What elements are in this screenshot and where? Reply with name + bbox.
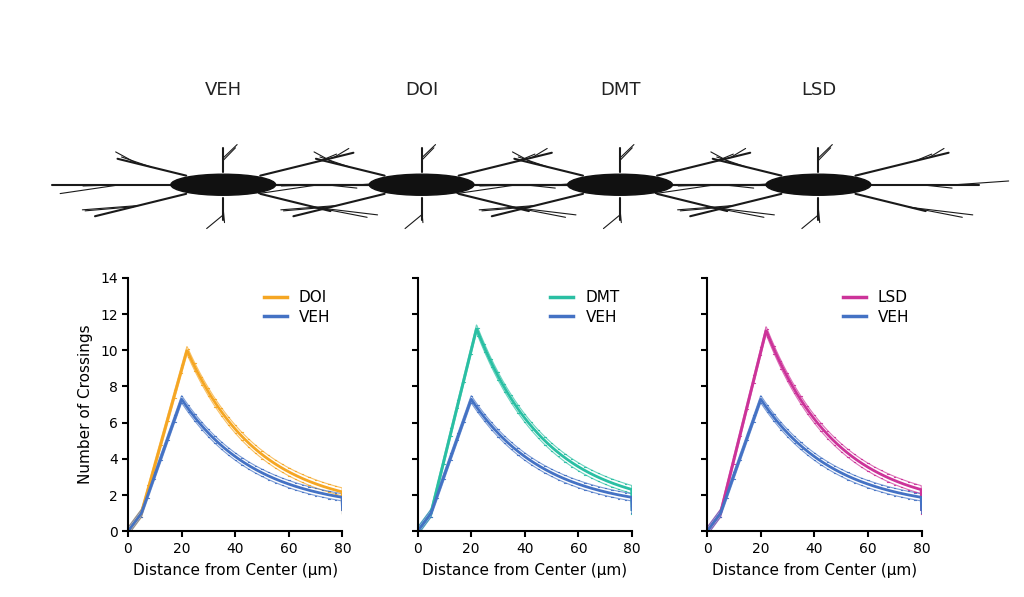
DOI bbox=[122, 528, 134, 535]
DOI bbox=[239, 435, 251, 442]
DOI bbox=[332, 487, 344, 494]
DMT bbox=[470, 325, 482, 333]
VEH bbox=[910, 493, 923, 500]
DOI bbox=[250, 446, 262, 453]
VEH bbox=[817, 459, 829, 466]
Ellipse shape bbox=[171, 174, 275, 195]
Text: LSD: LSD bbox=[801, 81, 836, 99]
VEH bbox=[175, 396, 187, 403]
DMT bbox=[528, 426, 541, 433]
VEH bbox=[224, 450, 237, 457]
LSD bbox=[803, 409, 815, 416]
Ellipse shape bbox=[370, 174, 474, 195]
Text: DOI: DOI bbox=[406, 81, 438, 99]
VEH bbox=[701, 528, 714, 535]
DOI bbox=[181, 347, 194, 354]
DMT bbox=[588, 472, 600, 479]
VEH bbox=[755, 396, 767, 403]
VEH bbox=[332, 493, 344, 500]
VEH bbox=[803, 450, 815, 457]
VEH bbox=[122, 528, 134, 535]
VEH bbox=[878, 485, 890, 493]
Y-axis label: Number of Crossings: Number of Crossings bbox=[78, 325, 93, 484]
DMT bbox=[515, 410, 527, 417]
LSD bbox=[878, 472, 890, 479]
Line: VEH: VEH bbox=[128, 399, 342, 531]
Text: VEH: VEH bbox=[205, 81, 242, 99]
Line: VEH: VEH bbox=[708, 399, 922, 531]
DMT bbox=[626, 506, 638, 513]
Text: DMT: DMT bbox=[600, 81, 640, 99]
Line: VEH: VEH bbox=[418, 399, 632, 531]
VEH bbox=[528, 459, 541, 466]
VEH bbox=[514, 450, 526, 457]
VEH bbox=[336, 506, 348, 513]
VEH bbox=[515, 450, 527, 457]
Line: LSD: LSD bbox=[708, 331, 922, 531]
DOI bbox=[336, 506, 348, 513]
VEH bbox=[250, 466, 262, 473]
VEH bbox=[412, 528, 424, 535]
VEH bbox=[588, 485, 600, 493]
VEH bbox=[829, 466, 842, 473]
LSD bbox=[805, 411, 817, 418]
VEH bbox=[626, 506, 638, 513]
VEH bbox=[805, 450, 817, 457]
DOI bbox=[298, 476, 310, 483]
X-axis label: Distance from Center (μm): Distance from Center (μm) bbox=[133, 563, 338, 578]
X-axis label: Distance from Center (μm): Distance from Center (μm) bbox=[422, 563, 628, 578]
VEH bbox=[915, 506, 928, 513]
LSD bbox=[760, 327, 772, 334]
LSD bbox=[915, 506, 928, 513]
X-axis label: Distance from Center (μm): Distance from Center (μm) bbox=[712, 563, 916, 578]
DMT bbox=[622, 485, 634, 492]
VEH bbox=[298, 485, 310, 493]
Legend: DOI, VEH: DOI, VEH bbox=[259, 285, 335, 329]
LSD bbox=[817, 427, 829, 434]
VEH bbox=[239, 459, 251, 466]
Line: DMT: DMT bbox=[418, 329, 632, 531]
LSD bbox=[701, 528, 714, 535]
LSD bbox=[910, 485, 923, 492]
VEH bbox=[540, 466, 552, 473]
Legend: DMT, VEH: DMT, VEH bbox=[546, 285, 625, 329]
LSD bbox=[829, 439, 842, 446]
DMT bbox=[514, 408, 526, 415]
DOI bbox=[225, 421, 238, 429]
VEH bbox=[225, 450, 238, 457]
Ellipse shape bbox=[766, 174, 870, 195]
DMT bbox=[540, 438, 552, 445]
Legend: LSD, VEH: LSD, VEH bbox=[839, 285, 914, 329]
Line: DOI: DOI bbox=[128, 350, 342, 531]
Ellipse shape bbox=[567, 174, 673, 195]
DMT bbox=[412, 528, 424, 535]
VEH bbox=[622, 493, 634, 500]
VEH bbox=[465, 396, 477, 403]
DOI bbox=[224, 420, 237, 427]
